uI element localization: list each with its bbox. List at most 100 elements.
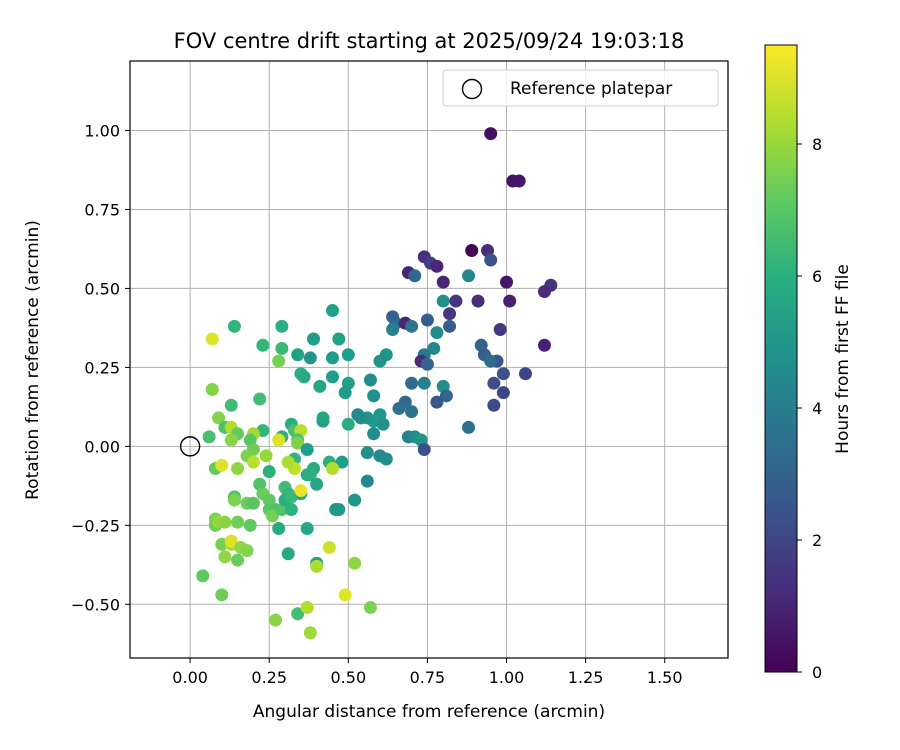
data-point	[462, 269, 476, 283]
colorbar-ticks: 0 2 4 6 8	[797, 135, 822, 682]
data-point	[367, 427, 381, 441]
data-point	[360, 446, 374, 460]
data-point	[436, 294, 450, 308]
legend-entry-reference-platepar: Reference platepar	[510, 79, 672, 99]
data-point	[487, 398, 501, 412]
data-point	[259, 449, 273, 463]
data-point	[224, 398, 238, 412]
data-point	[484, 354, 498, 368]
data-point	[272, 433, 286, 447]
data-point	[405, 319, 419, 333]
data-point	[275, 319, 289, 333]
x-axis-label: Angular distance from reference (arcmin)	[253, 702, 605, 722]
colorbar-tick-label: 4	[812, 399, 822, 418]
data-point	[325, 304, 339, 318]
data-point	[348, 556, 362, 570]
data-point	[392, 401, 406, 415]
data-point	[291, 436, 305, 450]
data-point	[224, 534, 238, 548]
legend-reference-marker	[461, 78, 483, 100]
data-point	[436, 275, 450, 289]
legend: Reference platepar	[442, 69, 719, 107]
data-point	[300, 600, 314, 614]
data-point	[224, 433, 238, 447]
data-point	[246, 455, 260, 469]
reference-platepar-marker	[179, 436, 201, 457]
data-point	[281, 547, 295, 561]
data-point	[246, 496, 260, 510]
data-point	[386, 322, 400, 336]
data-point	[231, 461, 245, 475]
data-point	[256, 338, 270, 352]
data-point	[218, 515, 232, 529]
data-point	[487, 376, 501, 390]
data-point	[500, 275, 514, 289]
data-point	[227, 493, 241, 507]
y-axis-ticks: −0.50 −0.25 0.00 0.25 0.50 0.75 1.00	[71, 121, 130, 614]
data-point	[307, 332, 321, 346]
colorbar-tick-label: 0	[812, 663, 822, 682]
y-axis-label: Rotation from reference (arcmin)	[23, 220, 43, 500]
data-point	[240, 544, 254, 558]
legend-box	[442, 69, 719, 107]
x-axis-ticks: 0.00 0.25 0.50 0.75 1.00 1.25 1.50	[172, 658, 683, 687]
data-point	[537, 285, 551, 299]
data-point	[313, 379, 327, 393]
data-point	[227, 319, 241, 333]
colorbar	[764, 44, 798, 673]
data-point	[484, 127, 498, 141]
data-point	[325, 351, 339, 365]
data-point	[408, 269, 422, 283]
data-point	[322, 540, 336, 554]
data-point	[338, 386, 352, 400]
data-point	[338, 588, 352, 602]
data-point	[284, 503, 298, 517]
data-point	[449, 294, 463, 308]
x-tick-label: 0.50	[331, 668, 367, 687]
data-point	[537, 338, 551, 352]
data-point	[420, 313, 434, 327]
data-point	[205, 332, 219, 346]
data-point	[300, 443, 314, 457]
y-tick-label: 0.25	[84, 358, 120, 377]
data-point	[294, 484, 308, 498]
data-point	[272, 354, 286, 368]
y-tick-label: −0.25	[71, 516, 120, 535]
data-point	[443, 319, 457, 333]
data-point	[420, 357, 434, 371]
data-point	[291, 607, 305, 621]
data-point	[439, 389, 453, 403]
x-tick-label: 1.50	[647, 668, 683, 687]
x-tick-label: 1.00	[489, 668, 525, 687]
data-point	[300, 521, 314, 535]
data-point	[363, 600, 377, 614]
chart-title: FOV centre drift starting at 2025/09/24 …	[174, 29, 685, 53]
y-tick-label: 0.75	[84, 200, 120, 219]
x-tick-label: 0.25	[251, 668, 287, 687]
data-point	[367, 389, 381, 403]
data-point	[262, 493, 276, 507]
data-point	[427, 341, 441, 355]
data-point	[215, 458, 229, 472]
data-point	[215, 588, 229, 602]
data-point	[325, 461, 339, 475]
data-point	[360, 474, 374, 488]
data-point	[231, 515, 245, 529]
data-point	[503, 294, 517, 308]
data-point	[405, 376, 419, 390]
data-point	[332, 503, 346, 517]
data-point	[310, 559, 324, 573]
data-point	[462, 420, 476, 434]
plot-frame	[129, 60, 729, 659]
data-point	[430, 326, 444, 340]
data-point	[351, 408, 365, 422]
data-point	[430, 259, 444, 273]
data-point	[493, 322, 507, 336]
data-point	[496, 386, 510, 400]
data-point	[417, 376, 431, 390]
data-point	[373, 354, 387, 368]
colorbar-tick-label: 8	[812, 135, 822, 154]
data-point	[291, 348, 305, 362]
data-point	[465, 244, 479, 258]
